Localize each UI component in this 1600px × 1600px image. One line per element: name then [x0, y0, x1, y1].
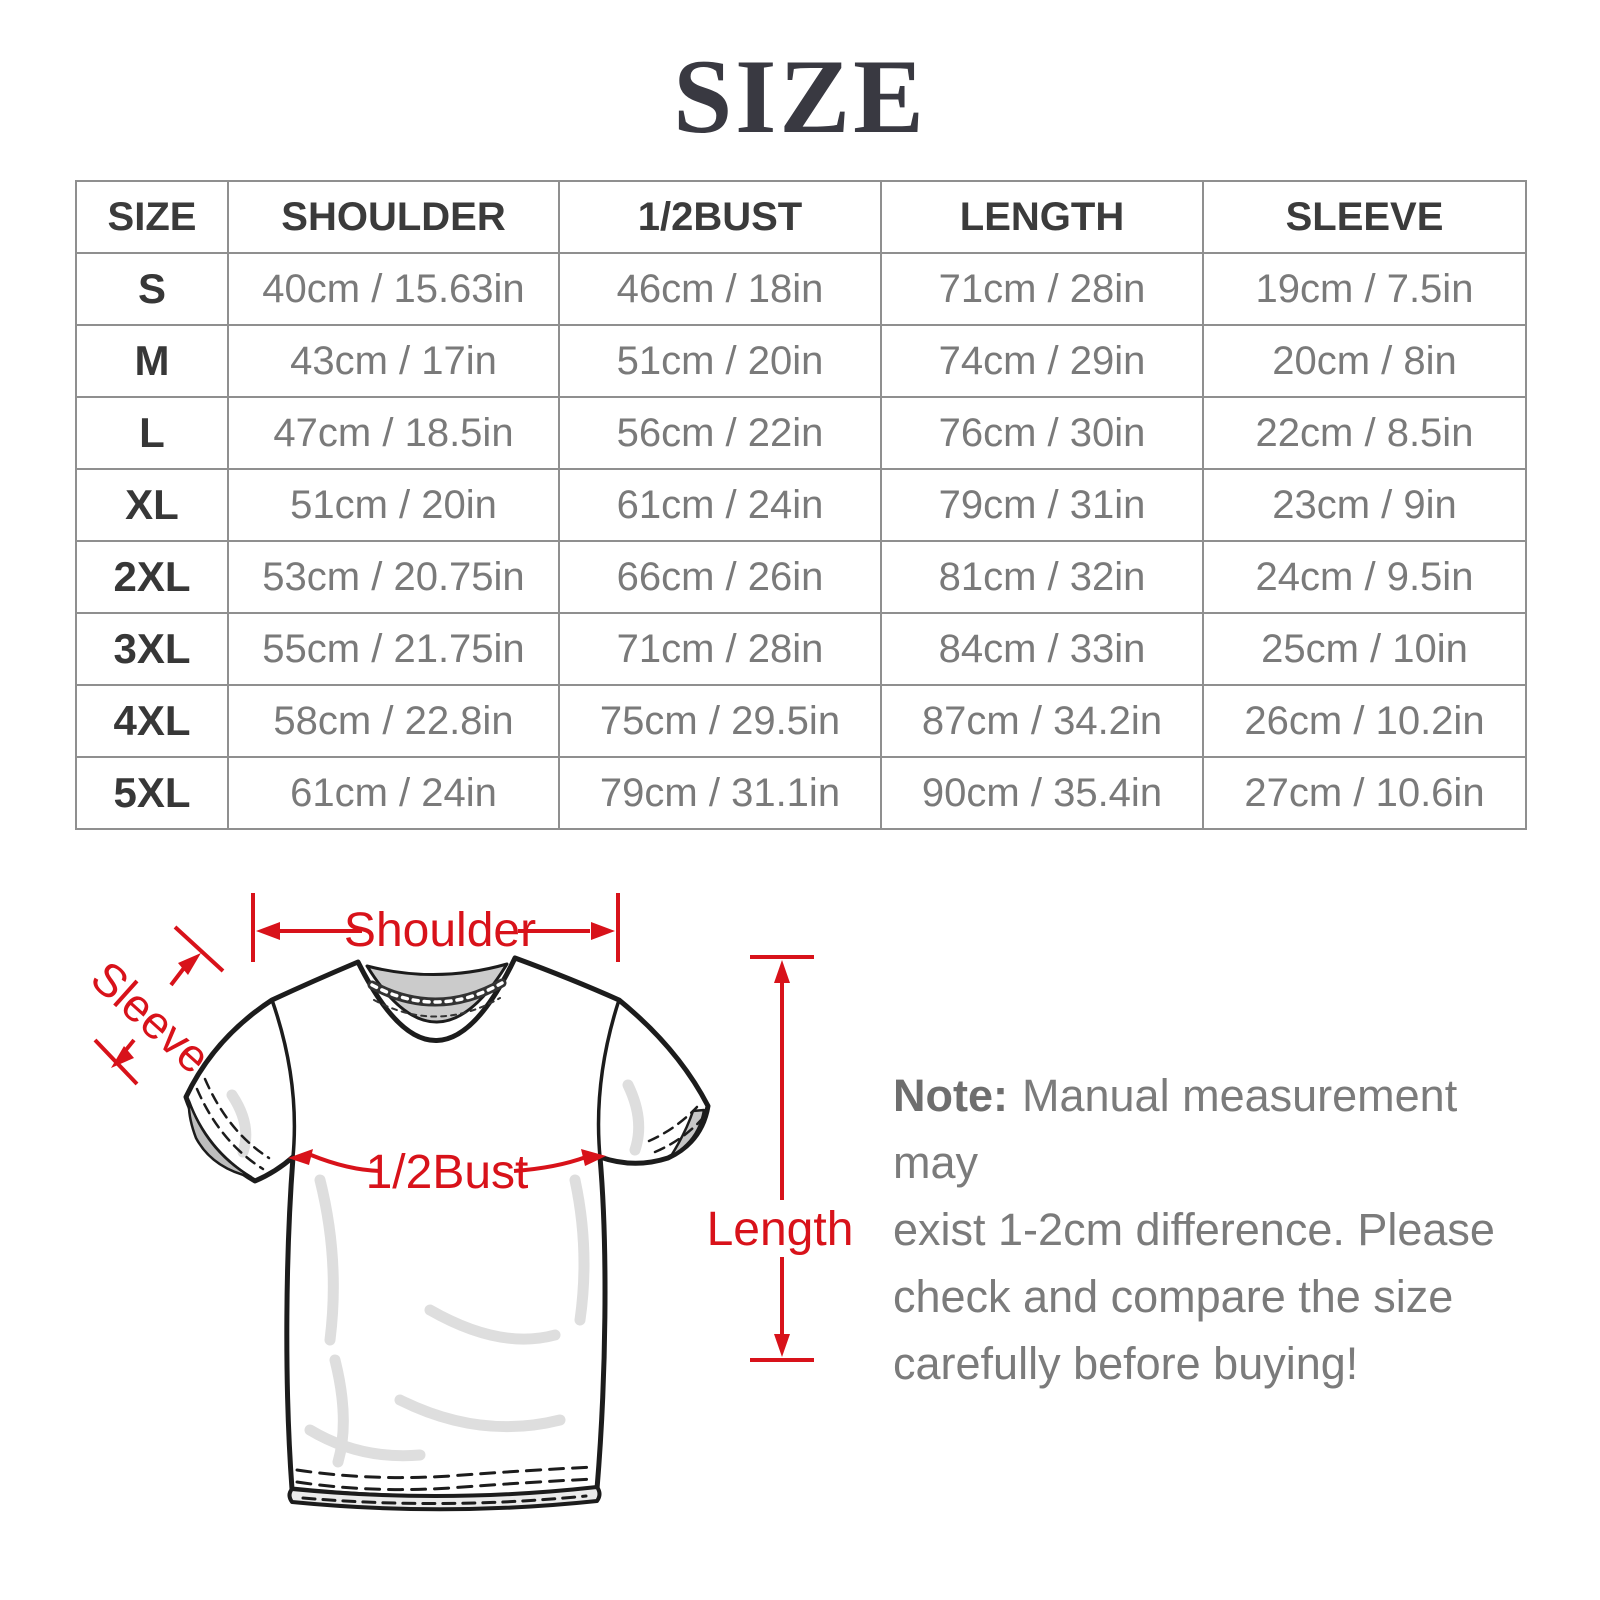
measurement-cell: 81cm / 32in — [880, 540, 1204, 614]
measurement-cell: 20cm / 8in — [1202, 324, 1527, 398]
tshirt-graphic — [183, 955, 711, 1512]
note-text: Note: Manual measurement may exist 1-2cm … — [893, 1062, 1553, 1397]
left-sleeve-seam — [270, 998, 297, 1159]
col-header-length: LENGTH — [880, 180, 1204, 254]
shirt-outline — [183, 955, 711, 1500]
table-header-row: SIZE SHOULDER 1/2BUST LENGTH SLEEVE — [75, 180, 1527, 254]
measurement-cell: 79cm / 31.1in — [558, 756, 882, 830]
note-line: Note: Manual measurement may — [893, 1062, 1553, 1196]
measurement-cell: 90cm / 35.4in — [880, 756, 1204, 830]
col-header-sleeve: SLEEVE — [1202, 180, 1527, 254]
note-line-text: Manual measurement may — [893, 1070, 1458, 1188]
measurement-cell: 47cm / 18.5in — [227, 396, 560, 470]
size-cell: L — [75, 396, 229, 470]
bust-label: 1/2Bust — [366, 1146, 529, 1199]
measurement-cell: 75cm / 29.5in — [558, 684, 882, 758]
left-cuff — [187, 1077, 271, 1179]
collar — [365, 962, 509, 1024]
right-cuff — [647, 1105, 706, 1158]
measurement-cell: 71cm / 28in — [558, 612, 882, 686]
shoulder-arrow — [251, 893, 620, 962]
measurement-cell: 46cm / 18in — [558, 252, 882, 326]
collar-inner-gray — [365, 962, 509, 1024]
bottom-hem — [287, 1465, 602, 1512]
table-row: M 43cm / 17in 51cm / 20in 74cm / 29in 20… — [75, 324, 1527, 398]
measurement-cell: 87cm / 34.2in — [880, 684, 1204, 758]
measurement-cell: 22cm / 8.5in — [1202, 396, 1527, 470]
note-line: check and compare the size — [893, 1271, 1454, 1322]
measurement-cell: 71cm / 28in — [880, 252, 1204, 326]
table-row: S 40cm / 15.63in 46cm / 18in 71cm / 28in… — [75, 252, 1527, 326]
measurement-cell: 24cm / 9.5in — [1202, 540, 1527, 614]
measurement-cell: 40cm / 15.63in — [227, 252, 560, 326]
right-sleeve-seam — [596, 998, 621, 1159]
measurement-cell: 55cm / 21.75in — [227, 612, 560, 686]
note-line: carefully before buying! — [893, 1338, 1359, 1389]
table-row: 3XL 55cm / 21.75in 71cm / 28in 84cm / 33… — [75, 612, 1527, 686]
measurement-cell: 76cm / 30in — [880, 396, 1204, 470]
shoulder-label: Shoulder — [344, 904, 536, 957]
table-row: L 47cm / 18.5in 56cm / 22in 76cm / 30in … — [75, 396, 1527, 470]
measurement-cell: 61cm / 24in — [558, 468, 882, 542]
note-line: exist 1-2cm difference. Please — [893, 1204, 1495, 1255]
col-header-size: SIZE — [75, 180, 229, 254]
table-row: XL 51cm / 20in 61cm / 24in 79cm / 31in 2… — [75, 468, 1527, 542]
annotation-arrowheads — [111, 922, 790, 1357]
col-header-shoulder: SHOULDER — [227, 180, 560, 254]
size-cell: S — [75, 252, 229, 326]
measurement-cell: 19cm / 7.5in — [1202, 252, 1527, 326]
measurement-cell: 43cm / 17in — [227, 324, 560, 398]
table-row: 4XL 58cm / 22.8in 75cm / 29.5in 87cm / 3… — [75, 684, 1527, 758]
measurement-cell: 61cm / 24in — [227, 756, 560, 830]
measurement-cell: 58cm / 22.8in — [227, 684, 560, 758]
measurement-cell: 56cm / 22in — [558, 396, 882, 470]
measurement-cell: 66cm / 26in — [558, 540, 882, 614]
size-cell: 5XL — [75, 756, 229, 830]
wrinkle-shading — [226, 1079, 645, 1468]
measurement-cell: 25cm / 10in — [1202, 612, 1527, 686]
measurement-cell: 84cm / 33in — [880, 612, 1204, 686]
measurement-cell: 27cm / 10.6in — [1202, 756, 1527, 830]
table-row: 5XL 61cm / 24in 79cm / 31.1in 90cm / 35.… — [75, 756, 1527, 830]
size-cell: 2XL — [75, 540, 229, 614]
note-label: Note: — [893, 1070, 1008, 1121]
size-table: SIZE SHOULDER 1/2BUST LENGTH SLEEVE S 40… — [75, 180, 1527, 830]
measurement-cell: 26cm / 10.2in — [1202, 684, 1527, 758]
bust-arrow — [310, 1153, 587, 1173]
left-cuff-gray — [187, 1099, 253, 1179]
size-cell: 4XL — [75, 684, 229, 758]
page-title: SIZE — [673, 38, 927, 155]
size-cell: M — [75, 324, 229, 398]
size-cell: 3XL — [75, 612, 229, 686]
measurement-cell: 51cm / 20in — [227, 468, 560, 542]
hem-band — [287, 1485, 602, 1512]
length-label: Length — [707, 1203, 854, 1256]
measurement-cell: 53cm / 20.75in — [227, 540, 560, 614]
table-row: 2XL 53cm / 20.75in 66cm / 26in 81cm / 32… — [75, 540, 1527, 614]
length-arrow — [750, 955, 814, 1362]
size-cell: XL — [75, 468, 229, 542]
measurement-cell: 23cm / 9in — [1202, 468, 1527, 542]
measurement-cell: 51cm / 20in — [558, 324, 882, 398]
measurement-cell: 79cm / 31in — [880, 468, 1204, 542]
sleeve-label: Sleeve — [81, 951, 220, 1084]
measurement-cell: 74cm / 29in — [880, 324, 1204, 398]
col-header-bust: 1/2BUST — [558, 180, 882, 254]
